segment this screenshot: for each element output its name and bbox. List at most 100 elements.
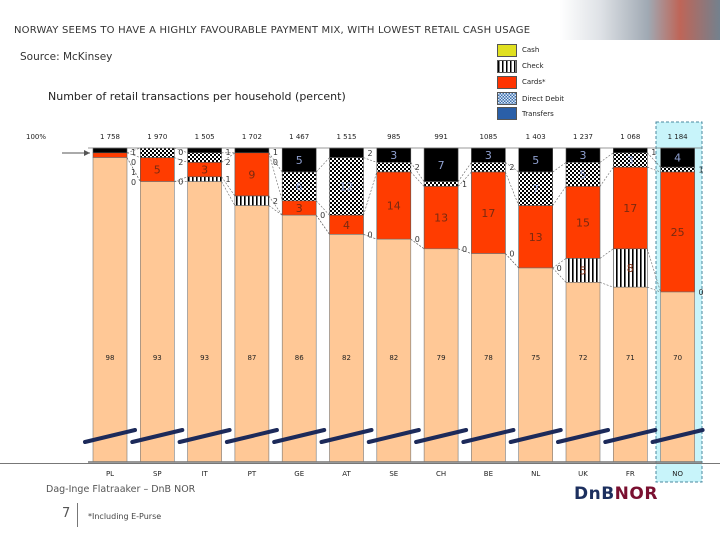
segment-label: 4 <box>674 152 681 165</box>
bar-segment-transfers <box>423 147 459 182</box>
category-label: PL <box>106 470 114 478</box>
axis-break-mark <box>83 428 137 444</box>
cash-value-label: 93 <box>200 354 209 362</box>
total-label: 1 505 <box>195 133 215 141</box>
page-number: 7 <box>62 506 71 521</box>
segment-label: 2 <box>226 158 231 167</box>
connector-line <box>315 215 330 235</box>
connector-line <box>457 162 472 182</box>
connector-line <box>174 157 188 163</box>
bar-segment-direct-debit <box>329 157 364 216</box>
bar-segment-check <box>612 248 648 288</box>
bar-segment-direct-debit <box>660 166 695 173</box>
cash-value-label: 70 <box>673 354 682 362</box>
cash-value-label: 78 <box>484 354 493 362</box>
bar-segment-cards- <box>423 186 459 250</box>
segment-label: 17 <box>481 207 495 220</box>
cash-value-label: 86 <box>295 354 304 362</box>
segment-label: 1 <box>226 148 231 157</box>
connector-line <box>599 248 614 259</box>
segment-label: 1 <box>462 180 467 189</box>
axis-break-mark <box>177 428 232 444</box>
category-label: UK <box>578 470 588 478</box>
total-label: 1085 <box>479 133 497 141</box>
logo-part: DnB <box>574 484 615 504</box>
legend-label: Cards* <box>522 78 546 86</box>
category-label: SP <box>153 470 162 478</box>
segment-label: 5 <box>580 264 587 277</box>
connector-line <box>552 162 567 173</box>
segment-label: 4 <box>343 219 350 232</box>
connector-line <box>268 152 283 173</box>
legend-swatch-direct-debit <box>497 92 517 105</box>
bar-segment-cards- <box>376 171 412 240</box>
bar-segment-cash <box>92 157 128 463</box>
segment-label: 5 <box>532 154 539 167</box>
connector-line <box>363 157 377 163</box>
bar-segment-direct-debit <box>423 181 459 187</box>
connector-line <box>599 282 614 288</box>
connector-line <box>647 166 661 173</box>
axis-break-mark <box>603 428 658 444</box>
axis-break-mark <box>272 428 327 444</box>
connector-line <box>126 152 141 158</box>
category-label: FR <box>626 470 635 478</box>
connector-line <box>221 152 236 163</box>
segment-label: 0 <box>131 158 136 167</box>
bar-segment-cards- <box>92 152 128 158</box>
bar-segment-cards- <box>234 152 270 197</box>
connector-line <box>174 176 188 182</box>
bar-segment-cards- <box>660 171 695 293</box>
segment-label: 0 <box>320 211 325 220</box>
total-label: 991 <box>434 133 447 141</box>
category-label: IT <box>201 470 208 478</box>
bar-segment-transfers <box>234 147 270 154</box>
category-label: CH <box>436 470 446 478</box>
connector-line <box>505 171 519 206</box>
legend-swatch-check <box>497 60 517 73</box>
cash-value-label: 72 <box>579 354 588 362</box>
connector-line <box>599 152 614 163</box>
category-label: GE <box>294 470 304 478</box>
total-label: 1 068 <box>620 133 640 141</box>
segment-label: 2 <box>415 163 420 172</box>
bar-segment-direct-debit <box>565 162 601 187</box>
bar-segment-cards- <box>471 171 506 254</box>
axis-break-mark <box>508 428 563 444</box>
cash-value-label: 87 <box>247 354 256 362</box>
axis-break-mark <box>130 428 185 444</box>
cash-value-label: 71 <box>626 354 635 362</box>
axis-break-mark <box>319 428 374 444</box>
segment-label: 14 <box>387 200 401 213</box>
axis-break-mark <box>461 428 516 444</box>
bar-segment-cash <box>518 267 554 463</box>
bar-segment-check <box>187 176 222 182</box>
legend-label: Transfers <box>522 110 554 118</box>
bar-segment-cards- <box>518 205 554 269</box>
bar-segment-cash <box>376 238 412 463</box>
segment-label: 12 <box>340 180 354 193</box>
total-label: 1 970 <box>147 133 167 141</box>
total-label: 1 467 <box>289 133 309 141</box>
bar-segment-direct-debit <box>471 162 506 173</box>
dnb-nor-logo: DnBNOR <box>574 484 658 504</box>
segment-label: 17 <box>623 202 637 215</box>
axis-break-mark <box>650 428 705 444</box>
source-note: Source: McKinsey <box>20 51 113 63</box>
bar-segment-cash <box>329 234 364 463</box>
category-label: SE <box>389 470 398 478</box>
connector-line <box>552 186 567 206</box>
bar-segment-transfers <box>281 147 317 173</box>
chart-subtitle: Number of retail transactions per househ… <box>48 90 346 103</box>
segment-label: 13 <box>434 212 448 225</box>
bar-segment-direct-debit <box>187 152 222 163</box>
category-label: PT <box>248 470 257 478</box>
category-label: NL <box>531 470 540 478</box>
connector-line <box>363 234 377 240</box>
slide-title: NORWAY SEEMS TO HAVE A HIGHLY FAVOURABLE… <box>14 25 531 36</box>
total-label: 985 <box>387 133 400 141</box>
segment-label: 3 <box>201 164 208 177</box>
total-label: 1 184 <box>668 133 689 141</box>
bar-segment-cards- <box>612 166 648 250</box>
